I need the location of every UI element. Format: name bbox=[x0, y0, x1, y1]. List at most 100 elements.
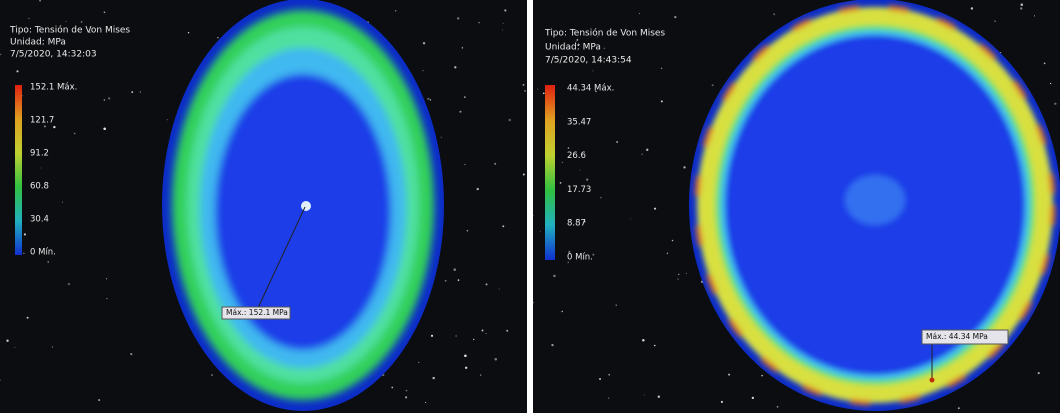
star bbox=[551, 344, 553, 346]
star bbox=[130, 353, 132, 355]
legend-label: 44.34 Máx. bbox=[567, 84, 614, 94]
star bbox=[644, 395, 645, 396]
star bbox=[642, 339, 645, 342]
left-panel: Tipo: Tensión de Von Mises Unidad: MPa 7… bbox=[0, 0, 527, 413]
star bbox=[167, 119, 168, 120]
star bbox=[464, 354, 467, 357]
star bbox=[608, 398, 609, 399]
legend-label: 30.4 bbox=[30, 215, 49, 225]
star bbox=[1021, 3, 1024, 6]
star bbox=[499, 288, 500, 289]
max-annotation: Máx.: 44.34 MPa bbox=[926, 332, 988, 341]
star bbox=[405, 396, 407, 398]
star bbox=[543, 92, 545, 94]
page: Tipo: Tensión de Von Mises Unidad: MPa 7… bbox=[0, 0, 1060, 413]
star bbox=[616, 304, 617, 305]
unit-label: Unidad: MPa bbox=[545, 43, 601, 53]
legend-label: 8.87 bbox=[567, 219, 586, 229]
star bbox=[188, 32, 189, 33]
star bbox=[604, 48, 606, 50]
star bbox=[1044, 62, 1046, 64]
color-bar bbox=[15, 85, 22, 255]
star bbox=[98, 399, 100, 401]
star bbox=[1020, 7, 1022, 9]
star bbox=[561, 311, 562, 312]
star bbox=[971, 7, 973, 9]
legend-label: 26.6 bbox=[567, 151, 586, 161]
star bbox=[103, 127, 106, 130]
star bbox=[486, 283, 488, 285]
right-panel: Tipo: Tensión de Von Mises Unidad: MPa 7… bbox=[533, 0, 1060, 413]
star bbox=[1054, 103, 1056, 105]
star bbox=[27, 317, 29, 319]
star bbox=[608, 374, 610, 376]
star bbox=[462, 47, 463, 48]
star bbox=[568, 147, 570, 149]
star bbox=[106, 298, 107, 299]
legend-label: 35.47 bbox=[567, 117, 591, 127]
legend-label: 0 Mín. bbox=[30, 248, 56, 258]
star bbox=[616, 141, 618, 143]
star bbox=[686, 273, 687, 274]
star bbox=[68, 283, 70, 285]
star bbox=[658, 396, 660, 398]
star bbox=[62, 202, 63, 203]
star bbox=[553, 275, 556, 278]
star bbox=[431, 335, 433, 337]
star bbox=[667, 253, 668, 254]
star bbox=[453, 268, 456, 271]
star bbox=[427, 98, 429, 100]
star bbox=[104, 99, 106, 101]
star bbox=[994, 21, 995, 22]
star bbox=[47, 261, 49, 263]
legend-label: 0 Mín. bbox=[567, 253, 593, 263]
star bbox=[430, 99, 431, 100]
star bbox=[506, 330, 508, 332]
type-label: Tipo: Tensión de Von Mises bbox=[544, 28, 665, 39]
star bbox=[131, 91, 133, 93]
star bbox=[104, 11, 106, 13]
star bbox=[523, 174, 525, 176]
star bbox=[391, 387, 393, 389]
timestamp: 7/5/2020, 14:32:03 bbox=[10, 50, 97, 60]
legend-label: 17.73 bbox=[567, 185, 591, 195]
star bbox=[432, 377, 434, 379]
star bbox=[674, 16, 676, 18]
max-point bbox=[930, 378, 935, 383]
star bbox=[211, 374, 213, 376]
star bbox=[600, 197, 602, 199]
star bbox=[44, 125, 46, 127]
star bbox=[106, 278, 107, 279]
star bbox=[654, 208, 656, 210]
star bbox=[661, 100, 663, 102]
star bbox=[52, 346, 53, 347]
star bbox=[508, 119, 511, 122]
legend-label: 121.7 bbox=[30, 116, 54, 126]
star bbox=[678, 274, 679, 275]
star bbox=[467, 230, 468, 231]
star bbox=[40, 167, 41, 168]
star bbox=[639, 13, 640, 14]
star bbox=[586, 179, 588, 181]
star bbox=[24, 233, 26, 235]
star bbox=[502, 225, 504, 227]
star bbox=[672, 240, 674, 242]
star bbox=[958, 407, 960, 409]
star bbox=[646, 149, 648, 151]
star bbox=[458, 279, 460, 281]
star bbox=[418, 362, 419, 363]
star bbox=[74, 133, 76, 135]
star bbox=[592, 70, 593, 71]
star bbox=[494, 163, 496, 165]
star bbox=[486, 333, 487, 334]
star bbox=[752, 397, 754, 399]
star bbox=[642, 154, 643, 155]
legend-label: 91.2 bbox=[30, 149, 49, 159]
star bbox=[1034, 15, 1035, 16]
color-bar bbox=[545, 85, 555, 260]
star bbox=[777, 406, 779, 408]
star bbox=[459, 111, 461, 113]
stress-ellipse bbox=[162, 0, 444, 411]
star bbox=[773, 13, 775, 15]
star bbox=[425, 402, 426, 403]
